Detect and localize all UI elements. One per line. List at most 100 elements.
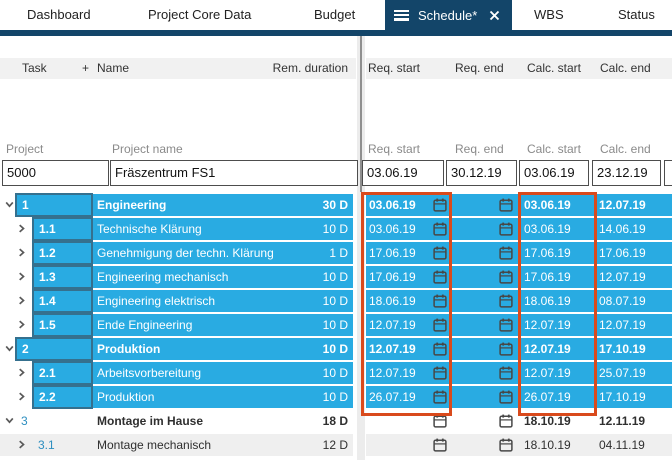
task-id-cell[interactable]: 1.2 <box>32 241 93 265</box>
chevron-down-icon[interactable] <box>4 415 15 426</box>
tab-budget[interactable]: Budget <box>314 7 356 22</box>
project-name-field[interactable]: Fräszentrum FS1 <box>110 160 358 186</box>
task-name-cell[interactable]: Genehmigung der techn. Klärung <box>97 246 274 260</box>
task-id-cell[interactable]: 1.3 <box>32 265 93 289</box>
calc-end-cell[interactable]: 17.10.19 <box>599 342 646 356</box>
task-row[interactable]: 3.1 Montage mechanisch 12 D 18.10.19 04.11.1… <box>0 434 672 456</box>
tab-wbs[interactable]: WBS <box>534 7 564 22</box>
calc-start-cell[interactable]: 12.07.19 <box>524 342 571 356</box>
chevron-right-icon[interactable] <box>16 223 27 234</box>
chevron-right-icon[interactable] <box>16 271 27 282</box>
calc-end-cell[interactable]: 17.06.19 <box>599 246 646 260</box>
task-name-cell[interactable]: Engineering mechanisch <box>97 270 229 284</box>
task-id-cell[interactable]: 2.1 <box>32 361 93 385</box>
rem-duration-cell[interactable]: 30 D <box>322 198 348 212</box>
task-row[interactable]: 1.1 Technische Klärung 10 D 03.06.19 03.06.1… <box>0 217 672 241</box>
task-name-cell[interactable]: Ende Engineering <box>97 318 193 332</box>
project-id-field[interactable]: 5000 <box>2 160 109 186</box>
chevron-right-icon[interactable] <box>16 295 27 306</box>
close-tab-icon[interactable] <box>489 10 500 21</box>
rem-duration-cell[interactable]: 10 D <box>322 366 348 380</box>
task-id-cell[interactable]: 1.4 <box>32 289 93 313</box>
rem-duration-cell[interactable]: 10 D <box>322 342 348 356</box>
task-id-cell[interactable]: 1.1 <box>32 217 93 241</box>
calc-end-cell[interactable]: 12.11.19 <box>599 414 646 428</box>
task-row[interactable]: 2 Produktion 10 D 12.07.19 12.07.19 17.10.19 <box>0 337 672 361</box>
task-id-cell[interactable]: 3.1 <box>38 438 55 452</box>
rem-duration-cell[interactable]: 10 D <box>322 222 348 236</box>
task-name-cell[interactable]: Produktion <box>97 390 155 404</box>
chevron-right-icon[interactable] <box>16 439 27 450</box>
add-column-button[interactable]: + <box>82 61 90 75</box>
task-row[interactable]: 3 Montage im Hause 18 D 18.10.19 12.11.19 <box>0 410 672 432</box>
rem-duration-cell[interactable]: 18 D <box>322 414 348 428</box>
task-id-cell[interactable]: 3 <box>21 414 28 428</box>
menu-icon[interactable] <box>394 9 409 21</box>
task-row[interactable]: 1.5 Ende Engineering 10 D 12.07.19 12.07.19 1… <box>0 313 672 337</box>
tab-status[interactable]: Status <box>618 7 655 22</box>
calc-start-cell[interactable]: 12.07.19 <box>524 318 571 332</box>
project-calc-end-field[interactable]: 23.12.19 <box>592 160 661 186</box>
task-id-cell[interactable]: 1 <box>15 193 93 217</box>
calc-end-cell[interactable]: 04.11.19 <box>599 438 645 452</box>
calc-start-cell[interactable]: 18.06.19 <box>524 294 571 308</box>
project-calc-start-field[interactable]: 03.06.19 <box>519 160 589 186</box>
chevron-down-icon[interactable] <box>4 343 15 354</box>
task-row[interactable]: 1.2 Genehmigung der techn. Klärung 1 D 17.0… <box>0 241 672 265</box>
task-row[interactable]: 1.3 Engineering mechanisch 10 D 17.06.19 17.… <box>0 265 672 289</box>
calc-start-cell[interactable]: 17.06.19 <box>524 270 571 284</box>
calc-end-cell[interactable]: 12.07.19 <box>599 270 646 284</box>
calc-end-cell[interactable]: 12.07.19 <box>599 318 646 332</box>
task-row[interactable]: 1 Engineering 30 D 03.06.19 03.06.19 12.07.19 <box>0 193 672 217</box>
task-name-cell[interactable]: Arbeitsvorbereitung <box>97 366 202 380</box>
req-start-cell[interactable]: 12.07.19 <box>369 366 416 380</box>
rem-duration-cell[interactable]: 10 D <box>322 318 348 332</box>
rem-duration-cell[interactable]: 10 D <box>322 294 348 308</box>
chevron-right-icon[interactable] <box>16 247 27 258</box>
task-id-cell[interactable]: 2.2 <box>32 385 93 409</box>
req-start-cell[interactable]: 17.06.19 <box>369 246 416 260</box>
task-row[interactable]: 2.1 Arbeitsvorbereitung 10 D 12.07.19 12.07.… <box>0 361 672 385</box>
chevron-right-icon[interactable] <box>16 319 27 330</box>
req-start-cell[interactable]: 03.06.19 <box>369 222 416 236</box>
rem-duration-cell[interactable]: 12 D <box>322 438 348 452</box>
rem-duration-cell[interactable]: 10 D <box>322 390 348 404</box>
calc-start-cell[interactable]: 18.10.19 <box>524 438 571 452</box>
task-name-cell[interactable]: Produktion <box>97 342 161 356</box>
calc-start-cell[interactable]: 26.07.19 <box>524 390 571 404</box>
task-row[interactable]: 1.4 Engineering elektrisch 10 D 18.06.19 18.… <box>0 289 672 313</box>
rem-duration-cell[interactable]: 10 D <box>322 270 348 284</box>
req-start-cell[interactable]: 12.07.19 <box>369 342 416 356</box>
tab-dashboard[interactable]: Dashboard <box>27 7 91 22</box>
req-start-cell[interactable]: 03.06.19 <box>369 198 416 212</box>
calc-end-cell[interactable]: 25.07.19 <box>599 366 646 380</box>
rem-duration-cell[interactable]: 1 D <box>329 246 348 260</box>
chevron-down-icon[interactable] <box>4 199 15 210</box>
calc-end-cell[interactable]: 17.10.19 <box>599 390 646 404</box>
task-name-cell[interactable]: Engineering <box>97 198 167 212</box>
calc-end-cell[interactable]: 12.07.19 <box>599 198 646 212</box>
task-id-cell[interactable]: 2 <box>15 337 93 361</box>
req-start-cell[interactable]: 18.06.19 <box>369 294 416 308</box>
tab-schedule-active[interactable]: Schedule* <box>385 0 512 30</box>
task-row[interactable]: 2.2 Produktion 10 D 26.07.19 26.07.19 17.10.1… <box>0 385 672 409</box>
calc-start-cell[interactable]: 03.06.19 <box>524 222 571 236</box>
calc-end-cell[interactable]: 14.06.19 <box>599 222 646 236</box>
task-id-cell[interactable]: 1.5 <box>32 313 93 337</box>
project-req-start-field[interactable]: 03.06.19 <box>362 160 444 186</box>
task-name-cell[interactable]: Montage im Hause <box>97 414 204 428</box>
task-name-cell[interactable]: Engineering elektrisch <box>97 294 216 308</box>
req-start-cell[interactable]: 12.07.19 <box>369 318 416 332</box>
req-start-cell[interactable]: 26.07.19 <box>369 390 416 404</box>
task-name-cell[interactable]: Montage mechanisch <box>97 438 212 452</box>
calc-start-cell[interactable]: 17.06.19 <box>524 246 571 260</box>
calc-end-cell[interactable]: 08.07.19 <box>599 294 646 308</box>
calc-start-cell[interactable]: 03.06.19 <box>524 198 571 212</box>
task-name-cell[interactable]: Technische Klärung <box>97 222 202 236</box>
calc-start-cell[interactable]: 18.10.19 <box>524 414 571 428</box>
chevron-right-icon[interactable] <box>16 367 27 378</box>
tab-project-core-data[interactable]: Project Core Data <box>148 7 252 22</box>
chevron-right-icon[interactable] <box>16 391 27 402</box>
req-start-cell[interactable]: 17.06.19 <box>369 270 416 284</box>
calc-start-cell[interactable]: 12.07.19 <box>524 366 571 380</box>
